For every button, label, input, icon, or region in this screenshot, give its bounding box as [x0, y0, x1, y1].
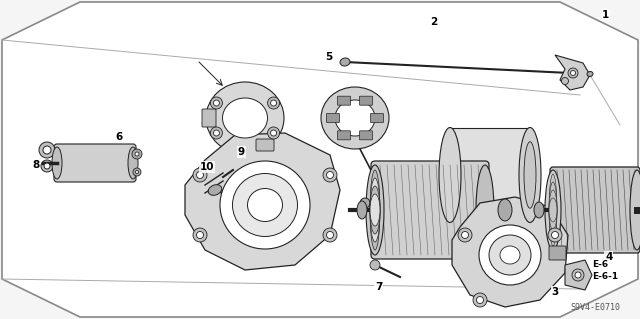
- Circle shape: [477, 296, 483, 303]
- Circle shape: [136, 170, 138, 174]
- Ellipse shape: [335, 100, 375, 136]
- Circle shape: [548, 228, 562, 242]
- Text: 9: 9: [238, 147, 245, 157]
- Ellipse shape: [489, 235, 531, 275]
- Ellipse shape: [479, 225, 541, 285]
- FancyBboxPatch shape: [337, 131, 351, 140]
- Ellipse shape: [223, 98, 268, 138]
- Circle shape: [211, 97, 223, 109]
- Polygon shape: [452, 197, 568, 307]
- Circle shape: [326, 232, 333, 239]
- Ellipse shape: [630, 170, 640, 250]
- Circle shape: [568, 68, 578, 78]
- Polygon shape: [185, 133, 340, 270]
- Text: E-6-1: E-6-1: [592, 272, 618, 281]
- Text: 1: 1: [602, 10, 609, 20]
- Ellipse shape: [357, 201, 367, 219]
- FancyBboxPatch shape: [256, 139, 274, 151]
- Ellipse shape: [128, 147, 138, 179]
- FancyBboxPatch shape: [326, 114, 339, 122]
- Text: 6: 6: [115, 132, 122, 142]
- Ellipse shape: [206, 82, 284, 154]
- Circle shape: [575, 272, 581, 278]
- Text: 2: 2: [430, 17, 437, 27]
- FancyBboxPatch shape: [371, 161, 489, 259]
- Circle shape: [271, 100, 276, 106]
- FancyBboxPatch shape: [549, 246, 566, 260]
- FancyBboxPatch shape: [54, 144, 136, 182]
- Circle shape: [552, 232, 559, 239]
- Ellipse shape: [232, 174, 298, 236]
- Text: 8: 8: [32, 160, 39, 170]
- Polygon shape: [555, 55, 590, 90]
- Circle shape: [461, 232, 468, 239]
- Ellipse shape: [587, 71, 593, 77]
- Ellipse shape: [370, 170, 380, 250]
- Text: 10: 10: [200, 162, 214, 172]
- Ellipse shape: [52, 147, 62, 179]
- Circle shape: [360, 198, 370, 208]
- Text: 4: 4: [605, 252, 612, 262]
- Circle shape: [213, 130, 220, 136]
- Circle shape: [41, 160, 53, 172]
- Circle shape: [43, 146, 51, 154]
- Ellipse shape: [500, 246, 520, 264]
- Circle shape: [268, 97, 280, 109]
- Ellipse shape: [340, 58, 350, 66]
- FancyBboxPatch shape: [360, 96, 372, 105]
- Circle shape: [323, 168, 337, 182]
- Ellipse shape: [549, 174, 557, 246]
- Circle shape: [196, 232, 204, 239]
- Ellipse shape: [549, 190, 557, 230]
- Circle shape: [39, 142, 55, 158]
- Text: E-6: E-6: [592, 260, 608, 269]
- Ellipse shape: [439, 128, 461, 222]
- Ellipse shape: [208, 185, 221, 195]
- Circle shape: [268, 127, 280, 139]
- Ellipse shape: [370, 186, 380, 234]
- Ellipse shape: [519, 128, 541, 222]
- FancyBboxPatch shape: [202, 109, 216, 127]
- FancyBboxPatch shape: [550, 167, 640, 253]
- Ellipse shape: [370, 194, 380, 226]
- Circle shape: [561, 78, 568, 85]
- Circle shape: [473, 293, 487, 307]
- Circle shape: [135, 152, 139, 156]
- Text: 7: 7: [375, 282, 382, 292]
- Ellipse shape: [549, 182, 557, 238]
- Ellipse shape: [366, 165, 384, 255]
- Ellipse shape: [549, 198, 557, 222]
- Ellipse shape: [248, 189, 282, 221]
- Ellipse shape: [498, 199, 512, 221]
- Circle shape: [570, 70, 575, 76]
- Circle shape: [271, 130, 276, 136]
- Circle shape: [326, 172, 333, 179]
- FancyBboxPatch shape: [371, 114, 383, 122]
- Ellipse shape: [545, 170, 561, 250]
- Circle shape: [193, 228, 207, 242]
- Circle shape: [213, 100, 220, 106]
- Circle shape: [132, 149, 142, 159]
- Polygon shape: [565, 260, 592, 290]
- Ellipse shape: [321, 87, 389, 149]
- Circle shape: [211, 127, 223, 139]
- Bar: [450, 128, 530, 222]
- Ellipse shape: [476, 165, 494, 255]
- Circle shape: [133, 168, 141, 176]
- Circle shape: [196, 172, 204, 179]
- Ellipse shape: [220, 161, 310, 249]
- Circle shape: [44, 163, 50, 169]
- Text: S9V4-E0710: S9V4-E0710: [570, 303, 620, 313]
- Circle shape: [193, 168, 207, 182]
- Circle shape: [370, 260, 380, 270]
- Ellipse shape: [370, 178, 380, 242]
- Circle shape: [458, 228, 472, 242]
- FancyBboxPatch shape: [337, 96, 351, 105]
- Circle shape: [572, 269, 584, 281]
- Text: 3: 3: [552, 287, 559, 297]
- Text: 5: 5: [325, 52, 332, 62]
- FancyBboxPatch shape: [360, 131, 372, 140]
- Ellipse shape: [534, 202, 544, 218]
- Ellipse shape: [524, 142, 536, 208]
